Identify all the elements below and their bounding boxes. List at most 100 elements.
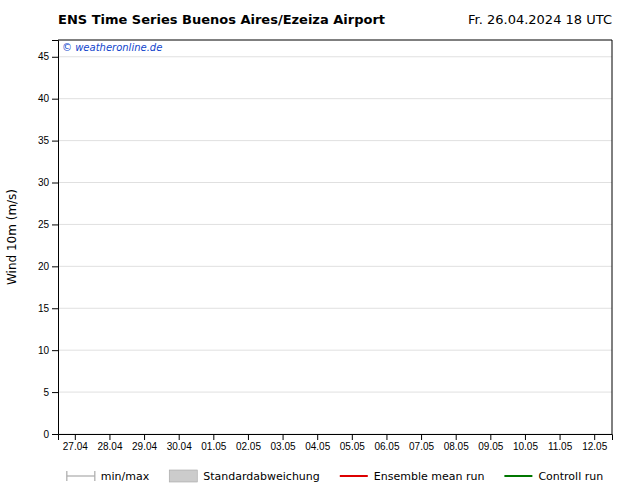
tick: 20	[38, 261, 58, 272]
tick-mark	[525, 434, 526, 440]
tick-label: 05.05	[340, 441, 365, 452]
tick-mark	[317, 434, 318, 440]
chart: 0 5 10 15 20 25 30 35 40 45 27.04 28.04 29.04 30.04 01…	[0, 0, 634, 490]
tick-label: 28.04	[97, 441, 122, 452]
tick: 11.05	[548, 434, 573, 452]
tick-label: 09.05	[478, 441, 503, 452]
grid-line	[58, 182, 612, 183]
grid-line	[58, 392, 612, 393]
tick-label: 15	[38, 303, 50, 314]
legend-label: min/max	[101, 470, 150, 483]
tick: 06.05	[374, 434, 399, 452]
legend-swatch	[340, 476, 368, 477]
legend-item: Standardabweichung	[169, 470, 320, 483]
y-axis-title: Wind 10m (m/s)	[5, 189, 19, 285]
tick: 09.05	[478, 434, 503, 452]
tick: 29.04	[132, 434, 157, 452]
grid-line	[58, 98, 612, 99]
legend-swatch-cap	[94, 471, 95, 481]
tick-mark	[52, 57, 58, 58]
tick-label: 5	[43, 387, 49, 398]
grid-line	[58, 266, 612, 267]
legend-swatch	[504, 476, 532, 477]
tick-mark	[52, 392, 58, 393]
tick: 01.05	[201, 434, 226, 452]
tick-label: 27.04	[63, 441, 88, 452]
tick: 28.04	[97, 434, 122, 452]
tick-label: 12.05	[582, 441, 607, 452]
tick: 12.05	[582, 434, 607, 452]
tick-mark	[52, 141, 58, 142]
tick-label: 04.05	[305, 441, 330, 452]
tick: 15	[38, 303, 58, 314]
tick-label: 11.05	[548, 441, 573, 452]
grid	[58, 57, 612, 434]
tick-mark	[352, 434, 353, 440]
tick-mark	[52, 183, 58, 184]
y-axis: 0 5 10 15 20 25 30 35 40 45	[38, 41, 59, 440]
tick: 30.04	[167, 434, 192, 452]
tick: 07.05	[409, 434, 434, 452]
legend: min/max Standardabweichung Ensemble mean r…	[67, 470, 603, 483]
legend-label: Standardabweichung	[203, 470, 320, 483]
axis-line	[59, 435, 613, 441]
tick-label: 02.05	[236, 441, 261, 452]
tick-label: 20	[38, 261, 50, 272]
tick-mark	[109, 434, 110, 440]
tick-mark	[560, 434, 561, 440]
tick-label: 40	[38, 93, 50, 104]
legend-item: Ensemble mean run	[340, 470, 485, 483]
x-axis: 27.04 28.04 29.04 30.04 01.05 02.05 03.05 04.05…	[59, 434, 613, 452]
tick-label: 10.05	[513, 441, 538, 452]
tick: 45	[38, 51, 58, 62]
tick-mark	[52, 434, 58, 435]
tick-mark	[594, 434, 595, 440]
legend-swatch-cap	[66, 471, 67, 481]
tick-label: 29.04	[132, 441, 157, 452]
title: ENS Time Series Buenos Aires/Ezeiza Airp…	[58, 12, 385, 27]
grid-line	[58, 350, 612, 351]
tick: 25	[38, 219, 58, 230]
tick-label: 08.05	[444, 441, 469, 452]
tick-label: 30.04	[167, 441, 192, 452]
tick-mark	[52, 99, 58, 100]
tick: 03.05	[271, 434, 296, 452]
legend-swatch-line	[67, 475, 95, 476]
tick: 08.05	[444, 434, 469, 452]
tick: 0	[43, 429, 58, 440]
tick-mark	[179, 434, 180, 440]
tick-mark	[52, 266, 58, 267]
tick-mark	[75, 434, 76, 440]
tick: 05.05	[340, 434, 365, 452]
tick-label: 07.05	[409, 441, 434, 452]
annotation: © weatheronline.de	[62, 42, 162, 53]
legend-swatch	[67, 471, 95, 481]
legend-swatch-line	[340, 475, 368, 477]
legend-swatch-line	[504, 475, 532, 477]
tick: 30	[38, 177, 58, 188]
grid-line	[58, 308, 612, 309]
tick: 04.05	[305, 434, 330, 452]
tick-mark	[52, 350, 58, 351]
frame	[58, 40, 612, 41]
tick: 02.05	[236, 434, 261, 452]
tick-mark	[490, 434, 491, 440]
tick-mark	[421, 434, 422, 440]
tick-label: 0	[43, 429, 49, 440]
tick-mark	[456, 434, 457, 440]
tick-label: 01.05	[201, 441, 226, 452]
legend-item: min/max	[67, 470, 150, 483]
tick-label: 03.05	[271, 441, 296, 452]
tick-mark	[248, 434, 249, 440]
tick-label: 45	[38, 51, 50, 62]
subtitle: Fr. 26.04.2024 18 UTC	[468, 12, 612, 27]
tick-mark	[283, 434, 284, 440]
tick-mark	[213, 434, 214, 440]
grid-line	[58, 224, 612, 225]
legend-label: Controll run	[538, 470, 603, 483]
tick-label: 10	[38, 345, 50, 356]
tick-label: 35	[38, 135, 50, 146]
tick-label: 06.05	[374, 441, 399, 452]
tick-label: 25	[38, 219, 50, 230]
legend-item: Controll run	[504, 470, 603, 483]
